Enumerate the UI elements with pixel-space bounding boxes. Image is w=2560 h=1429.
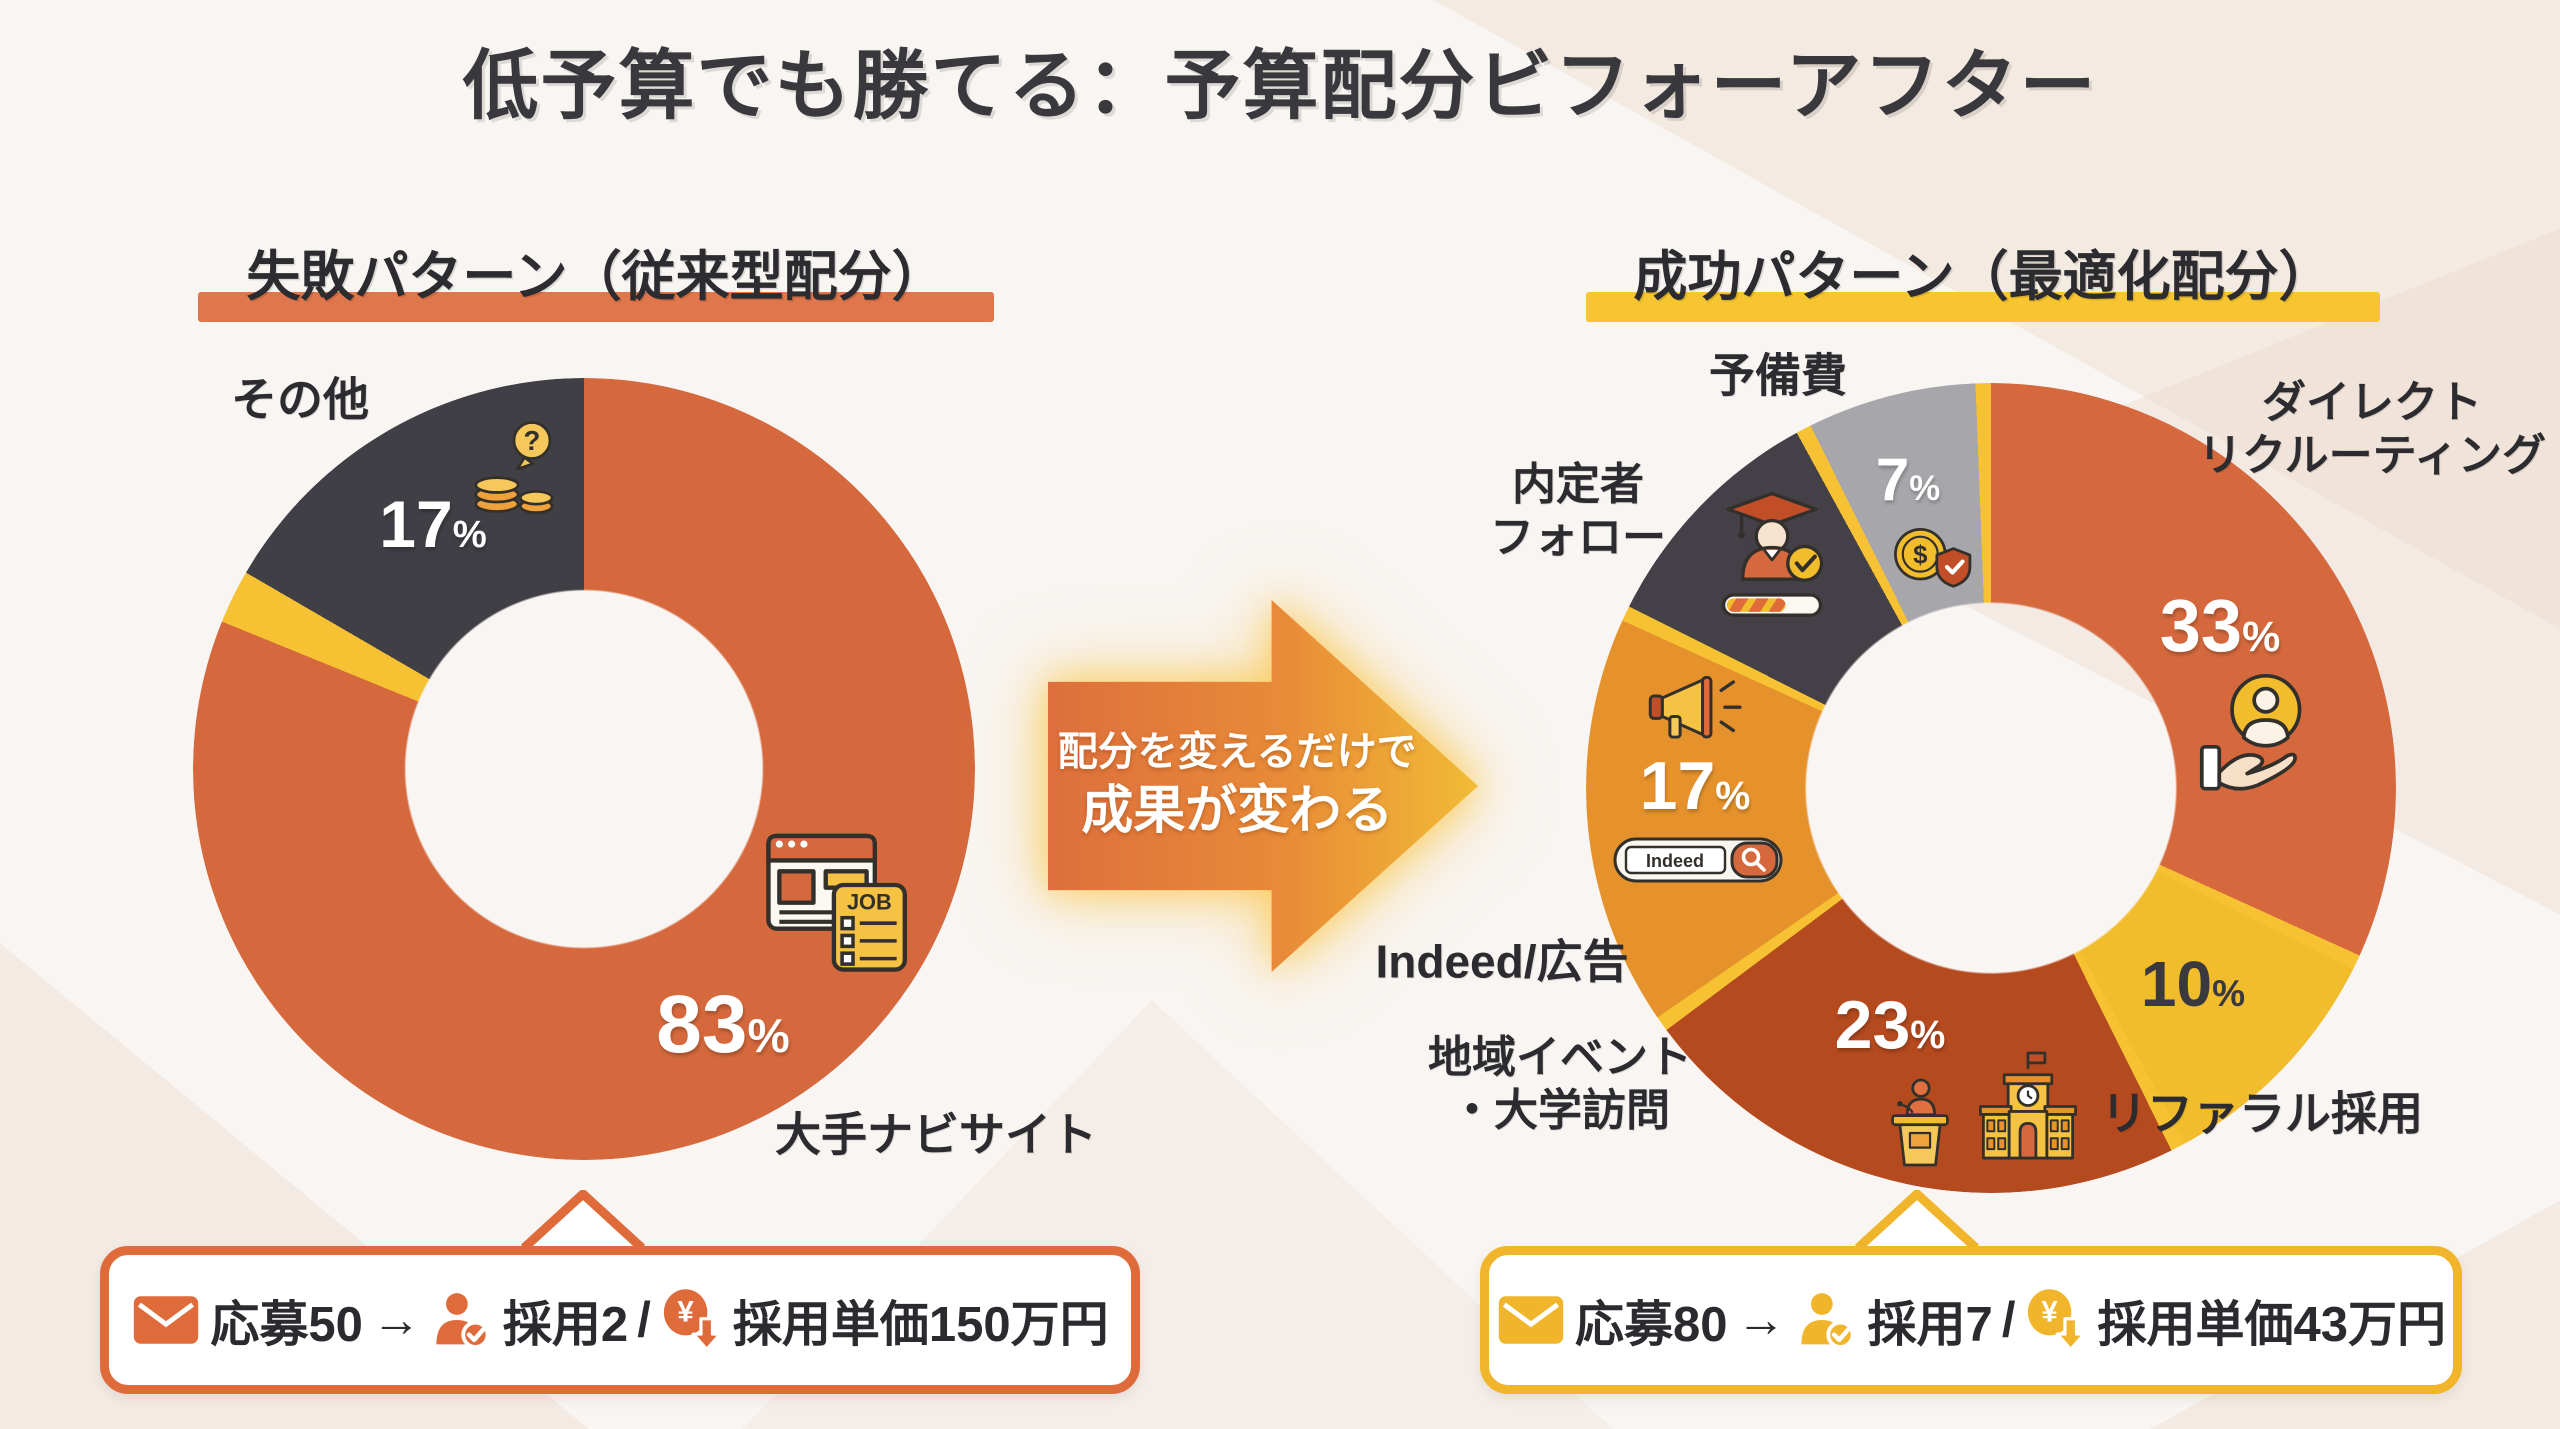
podium-speaker-icon <box>1888 1075 1952 1169</box>
applications-count: 応募80 <box>1575 1297 1728 1352</box>
svg-text:$: $ <box>1913 541 1927 569</box>
school-building-icon <box>1978 1051 2078 1165</box>
success-section-header: 成功パターン（最適化配分） <box>1586 218 2380 322</box>
transition-arrow: 配分を変えるだけで 成果が変わる <box>1048 600 1478 972</box>
segment-value-10: 10% <box>2140 948 2246 1020</box>
coin-shield-icon: $ <box>1889 519 1981 593</box>
failure-section-header: 失敗パターン（従来型配分） <box>198 218 994 322</box>
segment-value-83: 83% <box>656 979 790 1070</box>
person-hand-icon <box>2196 670 2324 798</box>
svg-text:¥: ¥ <box>2042 1295 2059 1328</box>
slash: / <box>2001 1293 2016 1347</box>
segment-value-33: 33% <box>2159 584 2281 667</box>
page-title: 低予算でも勝てる：予算配分ビフォーアフター <box>462 44 2098 129</box>
segment-label-naiteisha: 内定者 フォロー <box>1490 460 1666 562</box>
segment-label-navisite: 大手ナビサイト <box>775 1108 1097 1161</box>
segment-label-yobihi: 予備費 <box>1709 349 1847 402</box>
speech-pointer <box>1852 1190 1982 1250</box>
megaphone-icon <box>1644 668 1748 752</box>
segment-value-23: 23% <box>1834 987 1946 1063</box>
cost-per-hire: 採用単価43万円 <box>2097 1297 2446 1352</box>
arrow-glyph: → <box>371 1293 421 1347</box>
failure-result-box: 応募50 → 採用2 / ¥ 採用単価150万円 <box>100 1246 1140 1394</box>
svg-text:Indeed: Indeed <box>1646 851 1704 871</box>
cost-per-hire: 採用単価150万円 <box>732 1297 1109 1352</box>
header-highlight-bar <box>198 292 994 322</box>
svg-text:¥: ¥ <box>677 1295 694 1328</box>
slash: / <box>637 1293 651 1347</box>
hires-count: 採用7 <box>1867 1297 1993 1352</box>
yen-down-icon: ¥ <box>663 1289 722 1352</box>
segment-label-direct: ダイレクト リクルーティング <box>2197 378 2547 480</box>
header-highlight-bar <box>1586 292 2380 322</box>
coins-question-icon: ? <box>462 414 568 520</box>
person-check-icon <box>436 1293 490 1349</box>
svg-text:?: ? <box>524 425 541 456</box>
job-site-icon: JOB <box>763 825 913 975</box>
arrow-caption: 配分を変えるだけで 成果が変わる <box>1057 730 1417 841</box>
segment-label-indeed: Indeed/広告 <box>1375 935 1629 988</box>
speech-pointer <box>518 1190 648 1250</box>
applications-count: 応募50 <box>210 1297 363 1352</box>
failure-donut <box>193 378 975 1160</box>
segment-value-17b: 17% <box>1639 748 1751 824</box>
segment-value-17: 17% <box>379 487 487 561</box>
segment-label-chiiki: 地域イベント ・大学訪問 <box>1428 1033 1692 1135</box>
person-check-icon <box>1800 1293 1855 1349</box>
arrow-glyph: → <box>1736 1293 1786 1347</box>
segment-label-sonota: その他 <box>231 373 369 426</box>
segment-value-7: 7% <box>1875 446 1941 513</box>
segment-label-referral: リファラル採用 <box>2101 1087 2423 1140</box>
indeed-search-icon: Indeed <box>1613 837 1783 883</box>
svg-text:JOB: JOB <box>847 890 892 915</box>
success-result-box: 応募80 → 採用7 / ¥ 採用単価43万円 <box>1480 1246 2462 1394</box>
mail-icon <box>134 1296 199 1344</box>
yen-down-icon: ¥ <box>2028 1289 2087 1352</box>
success-donut <box>1586 383 2396 1193</box>
hires-count: 採用2 <box>502 1297 629 1352</box>
graduate-check-icon <box>1710 486 1834 634</box>
mail-icon <box>1498 1296 1564 1344</box>
